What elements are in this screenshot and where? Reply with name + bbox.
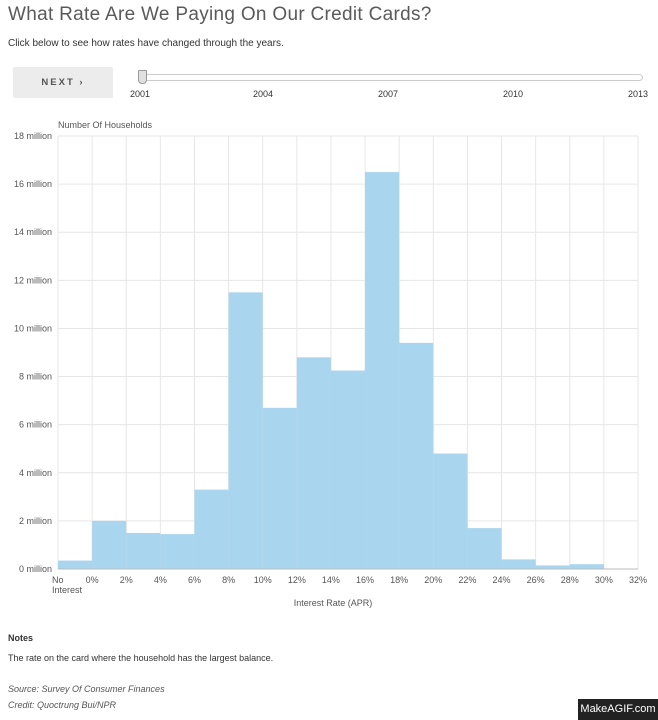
x-tick-label: 4% — [154, 575, 167, 585]
x-tick-label: 14% — [322, 575, 340, 585]
year-label-2013[interactable]: 2013 — [628, 89, 649, 99]
notes-text: The rate on the card where the household… — [8, 653, 274, 663]
y-tick-label: 16 million — [14, 179, 52, 189]
histogram-bar[interactable] — [501, 559, 536, 569]
y-tick-label: 12 million — [14, 275, 52, 285]
histogram-bar[interactable] — [92, 520, 127, 569]
page-subtitle: Click below to see how rates have change… — [8, 38, 284, 49]
y-tick-label: 10 million — [14, 323, 52, 333]
y-tick-label: 8 million — [19, 372, 52, 382]
y-tick-label: 2 million — [19, 516, 52, 526]
year-slider[interactable] — [138, 70, 643, 100]
x-tick-label: 32% — [629, 575, 647, 585]
y-axis-title: Number Of Households — [58, 120, 153, 130]
histogram-bar[interactable] — [433, 453, 468, 569]
histogram-bar[interactable] — [365, 172, 400, 570]
x-tick-label: 18% — [390, 575, 408, 585]
histogram-bar[interactable] — [194, 489, 229, 569]
x-tick-label: 16% — [356, 575, 374, 585]
histogram-bar[interactable] — [569, 564, 604, 569]
x-tick-label: 10% — [254, 575, 272, 585]
x-tick-label: 30% — [595, 575, 613, 585]
x-tick-label: 28% — [561, 575, 579, 585]
histogram-bar[interactable] — [160, 534, 195, 569]
year-label-2010[interactable]: 2010 — [503, 89, 524, 99]
y-tick-label: 0 million — [19, 564, 52, 574]
source-text: Source: Survey Of Consumer Finances — [8, 684, 165, 694]
page-title: What Rate Are We Paying On Our Credit Ca… — [8, 4, 432, 25]
next-button[interactable]: NEXT › — [13, 67, 113, 98]
histogram-chart: 0 million 2 million 4 million 6 million 8 mi… — [14, 120, 647, 608]
x-tick-label: 0% — [86, 575, 99, 585]
year-label-2001[interactable]: 2001 — [130, 89, 151, 99]
histogram-bar[interactable] — [228, 292, 263, 569]
y-tick-label: 6 million — [19, 420, 52, 430]
year-label-2007[interactable]: 2007 — [378, 89, 399, 99]
x-axis-title: Interest Rate (APR) — [294, 598, 373, 608]
x-tick-label: 24% — [493, 575, 511, 585]
histogram-bar[interactable] — [296, 357, 331, 569]
x-tick-label: 8% — [222, 575, 235, 585]
year-label-2004[interactable]: 2004 — [253, 89, 274, 99]
histogram-bar[interactable] — [535, 565, 570, 569]
credit-text: Credit: Quoctrung Bui/NPR — [8, 700, 117, 710]
y-tick-label: 18 million — [14, 131, 52, 141]
histogram-bar[interactable] — [330, 370, 366, 569]
histogram-bar[interactable] — [58, 560, 93, 569]
y-tick-label: 14 million — [14, 227, 52, 237]
notes-title: Notes — [8, 633, 34, 643]
x-tick-label: 26% — [527, 575, 545, 585]
x-tick-label: 6% — [188, 575, 201, 585]
x-tick-label: 12% — [288, 575, 306, 585]
x-tick-label: No Interest — [52, 575, 83, 595]
histogram-bar[interactable] — [399, 342, 434, 569]
y-tick-label: 4 million — [19, 468, 52, 478]
year-slider-handle[interactable] — [138, 70, 147, 84]
histogram-bar[interactable] — [262, 407, 297, 569]
histogram-bar[interactable] — [126, 532, 161, 569]
histogram-bar[interactable] — [467, 528, 502, 569]
x-tick-label: 2% — [120, 575, 133, 585]
x-tick-label: 22% — [458, 575, 476, 585]
x-tick-label: 20% — [424, 575, 442, 585]
makeagif-watermark: MakeAGIF.com — [578, 699, 658, 720]
